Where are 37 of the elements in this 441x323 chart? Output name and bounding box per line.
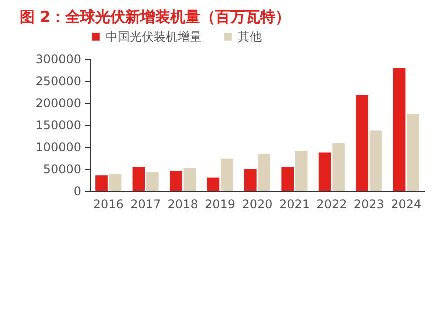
bar bbox=[207, 178, 220, 191]
legend-label: 其他 bbox=[238, 30, 262, 44]
x-tick-label: 2018 bbox=[168, 198, 198, 212]
bar bbox=[132, 167, 146, 191]
y-tick-label: 50000 bbox=[43, 162, 82, 176]
bar bbox=[318, 152, 332, 191]
y-tick-label: 100000 bbox=[36, 140, 82, 154]
y-tick-label: 250000 bbox=[36, 74, 82, 88]
y-tick-label: 0 bbox=[74, 184, 82, 198]
bar bbox=[96, 176, 108, 191]
bar bbox=[244, 169, 257, 191]
bar bbox=[282, 167, 294, 191]
x-tick-label: 2023 bbox=[354, 198, 384, 212]
x-tick-label: 2016 bbox=[93, 198, 124, 212]
bar bbox=[184, 168, 196, 191]
bar bbox=[109, 174, 122, 191]
x-tick-label: 2019 bbox=[205, 198, 236, 212]
bar bbox=[258, 154, 271, 191]
y-tick-label: 150000 bbox=[36, 118, 82, 132]
bar bbox=[356, 96, 368, 191]
x-tick-label: 2024 bbox=[391, 198, 422, 212]
bar bbox=[146, 172, 159, 191]
y-tick-label: 200000 bbox=[36, 96, 82, 110]
bar bbox=[295, 150, 308, 191]
legend-label: 中国光伏装机增量 bbox=[106, 30, 202, 44]
bar bbox=[170, 171, 182, 191]
x-tick-label: 2017 bbox=[130, 198, 162, 212]
bar bbox=[332, 143, 345, 191]
bar bbox=[220, 158, 234, 191]
bar bbox=[407, 114, 420, 191]
x-tick-label: 2020 bbox=[242, 198, 273, 212]
chart-title: 图 2：全球光伏新增装机量（百万瓦特） bbox=[20, 8, 291, 26]
x-tick-label: 2021 bbox=[279, 198, 310, 212]
bar bbox=[393, 68, 406, 191]
x-tick-label: 2022 bbox=[316, 198, 348, 212]
bar bbox=[370, 130, 382, 191]
y-tick-label: 300000 bbox=[36, 52, 82, 66]
